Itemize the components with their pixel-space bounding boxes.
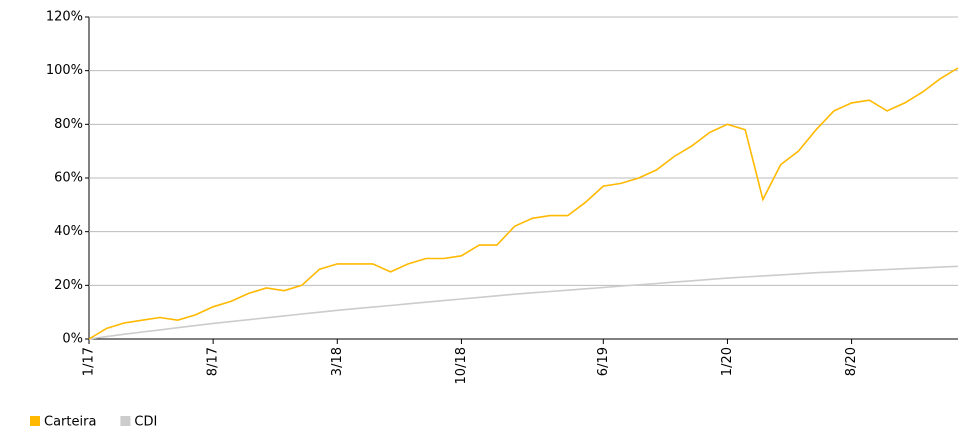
y-tick-label: 0% [62, 332, 83, 347]
y-tick-label: 20% [54, 278, 83, 293]
x-tick-label: 8/20 [844, 347, 859, 376]
x-tick-label: 1/20 [720, 347, 735, 376]
series-line [88, 67, 959, 340]
legend-label: CDI [134, 415, 157, 430]
y-tick-label: 60% [54, 171, 83, 186]
y-tick-label: 100% [46, 63, 83, 78]
y-tick-label: 120% [46, 10, 83, 25]
y-tick-label: 40% [54, 224, 83, 239]
x-tick-label: 3/18 [330, 347, 345, 376]
legend-swatch [30, 416, 40, 426]
x-tick-label: 6/19 [596, 347, 611, 376]
x-tick-label: 10/18 [454, 347, 469, 384]
x-tick-label: 1/17 [82, 347, 97, 376]
legend-label: Carteira [44, 415, 96, 430]
series-line [88, 265, 959, 340]
x-tick-label: 8/17 [206, 347, 221, 376]
y-tick-label: 80% [54, 117, 83, 132]
legend-swatch [120, 416, 131, 426]
